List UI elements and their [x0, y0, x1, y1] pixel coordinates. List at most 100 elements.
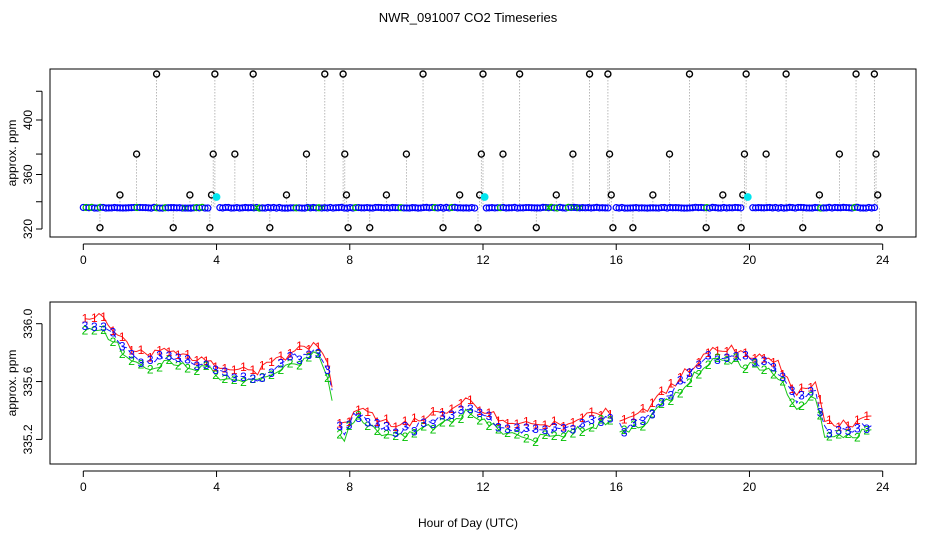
top-markers — [79, 70, 884, 232]
bottom-y-axis-label: approx. ppm — [5, 350, 19, 417]
series-3-label: 3 — [336, 419, 343, 433]
series-2-label: 2 — [835, 427, 842, 441]
series-2-label: 2 — [677, 386, 684, 400]
outlier-point — [875, 223, 884, 232]
series-2-label: 2 — [355, 408, 362, 422]
series-2-label: 2 — [630, 418, 637, 432]
series-2-label: 2 — [184, 361, 191, 375]
series-2-label: 2 — [640, 419, 647, 433]
series-1-label: 1 — [826, 413, 833, 427]
series-2-label: 2 — [854, 431, 861, 445]
series-3-label: 3 — [723, 351, 730, 365]
series-2-label: 2 — [686, 376, 693, 390]
series-3-label: 3 — [607, 412, 614, 426]
outlier-point — [344, 223, 352, 232]
series-3-label: 3 — [863, 422, 870, 436]
series-3-label: 3 — [383, 419, 390, 433]
series-3-label: 3 — [439, 408, 446, 422]
series-1-label: 1 — [751, 351, 758, 365]
series-2-label: 2 — [695, 368, 702, 382]
top-y-axis-label: approx. ppm — [5, 120, 19, 187]
series-3-label: 3 — [175, 351, 182, 365]
series-3-label: 3 — [504, 422, 511, 436]
series-1-label: 1 — [495, 414, 502, 428]
series-1-label: 1 — [504, 417, 511, 431]
outlier-point — [873, 191, 882, 199]
series-2-label: 2 — [364, 419, 371, 433]
outlier-point — [607, 191, 615, 199]
top-x-tick-label: 20 — [743, 253, 757, 267]
outlier-point — [685, 70, 694, 78]
series-1-label: 1 — [402, 414, 409, 428]
outlier-point — [402, 150, 411, 158]
outlier-point — [872, 150, 880, 158]
outlier-point — [209, 150, 217, 158]
series-2-label: 2 — [551, 429, 558, 443]
outlier-point — [339, 70, 347, 78]
outlier-point — [477, 150, 486, 158]
outlier-point — [282, 191, 291, 199]
series-3-label: 3 — [807, 384, 814, 398]
bottom-x-tick-label: 0 — [80, 480, 87, 494]
series-1-label: 1 — [668, 376, 675, 390]
series-2-label: 2 — [448, 415, 455, 429]
series-3-label: 3 — [570, 422, 577, 436]
series-3-label: 3 — [138, 356, 145, 370]
series-3-label: 3 — [770, 360, 777, 374]
series-3-label: 3 — [733, 350, 740, 364]
outlier-point — [342, 191, 351, 199]
top-panel: 0 4 8 12 16 20 24 320 360 400 approx. ppm — [5, 68, 917, 267]
series-2-label: 2 — [100, 323, 107, 337]
series-2-label: 2 — [789, 396, 796, 410]
series-1-label: 1 — [779, 367, 786, 381]
series-2-label: 2 — [560, 430, 567, 444]
top-plot-frame — [49, 68, 917, 238]
outlier-point — [419, 70, 427, 78]
series-3-label: 3 — [110, 325, 117, 339]
top-y-tick-label: 400 — [21, 110, 35, 130]
bottom-y-tick-label: 335.2 — [21, 424, 35, 454]
series-3-label: 3 — [542, 423, 549, 437]
series-3-label: 3 — [458, 403, 465, 417]
outlier-point — [96, 223, 104, 232]
series-1-label: 1 — [640, 401, 647, 415]
bottom-x-tick-label: 20 — [743, 480, 757, 494]
series-1-label: 1 — [305, 342, 312, 356]
series-2-label: 2 — [817, 408, 824, 422]
series-1-line — [84, 312, 872, 428]
series-3-label: 3 — [588, 413, 595, 427]
series-1-label: 1 — [296, 339, 303, 353]
outlier-point — [169, 223, 177, 232]
series-2-label: 2 — [826, 430, 833, 444]
series-3-label: 3 — [686, 366, 693, 380]
outlier-point — [835, 150, 844, 158]
series-3-label: 3 — [845, 424, 852, 438]
outlier-point — [569, 150, 577, 158]
series-1-label: 1 — [854, 413, 861, 427]
series-3-label: 3 — [621, 426, 628, 440]
series-3-label: 3 — [222, 365, 229, 379]
series-1-label: 1 — [845, 419, 852, 433]
series-1-label: 1 — [374, 415, 381, 429]
series-2-label: 2 — [156, 360, 163, 374]
series-1-label: 1 — [287, 346, 294, 360]
outlier-point — [211, 70, 219, 78]
series-2-label: 2 — [287, 357, 294, 371]
series-3-label: 3 — [277, 356, 284, 370]
outlier-point — [152, 70, 161, 78]
series-1-label: 1 — [119, 330, 126, 344]
top-x-tick-label: 24 — [876, 253, 890, 267]
series-3-label: 3 — [128, 347, 135, 361]
series-2-label: 2 — [212, 368, 219, 382]
series-1-label: 1 — [231, 363, 238, 377]
series-2-label: 2 — [175, 359, 182, 373]
series-2-label: 2 — [705, 358, 712, 372]
series-1-label: 1 — [315, 340, 322, 354]
bottom-x-tick-label: 4 — [213, 480, 220, 494]
series-1-label: 1 — [184, 348, 191, 362]
series-3-label: 3 — [268, 366, 275, 380]
series-3-label: 3 — [630, 416, 637, 430]
series-3-label: 3 — [658, 396, 665, 410]
baseline-point — [604, 204, 612, 212]
series-1-label: 1 — [686, 365, 693, 379]
